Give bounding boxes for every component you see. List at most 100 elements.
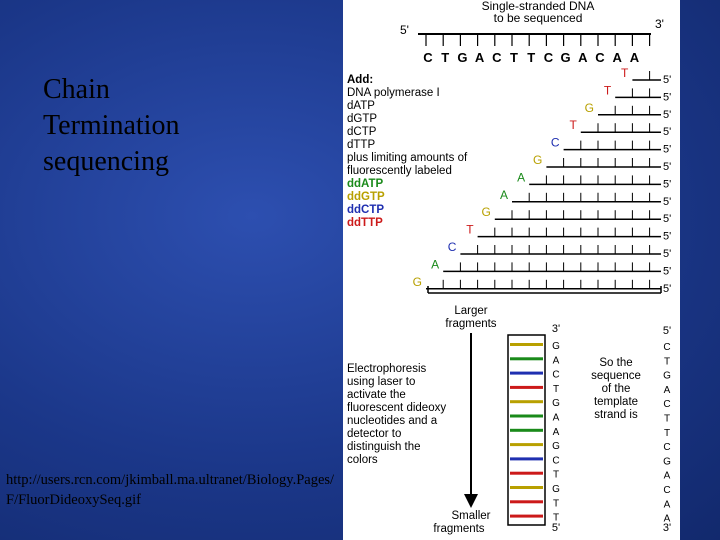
gel-band bbox=[510, 471, 543, 475]
electrophoresis-line: fluorescent dideoxy bbox=[347, 402, 446, 414]
template-base: C bbox=[595, 50, 605, 65]
electrophoresis-line: using laser to bbox=[347, 376, 415, 388]
fragment-terminal-base: G bbox=[533, 153, 542, 167]
reagent-item: plus limiting amounts of bbox=[347, 152, 468, 164]
conclusion-line: template bbox=[594, 396, 638, 408]
electrophoresis-line: detector to bbox=[347, 428, 401, 440]
template-strand-base: T bbox=[664, 356, 670, 367]
read-base: G bbox=[552, 441, 560, 452]
gel-bands bbox=[510, 343, 543, 518]
gel-band bbox=[510, 514, 543, 518]
gel-band bbox=[510, 500, 543, 504]
smaller-fragments-label: Smaller bbox=[452, 510, 491, 522]
fragment-terminal-base: T bbox=[604, 83, 612, 97]
template-base: C bbox=[544, 50, 554, 65]
read-base: G bbox=[552, 341, 560, 352]
reagent-item: dATP bbox=[347, 100, 375, 112]
template-strand-5prime: 5' bbox=[663, 325, 671, 337]
migration-arrowhead bbox=[464, 494, 478, 508]
source-url: http://users.rcn.com/jkimball.ma.ultrane… bbox=[6, 472, 335, 508]
fragment-5prime-label: 5' bbox=[663, 126, 671, 138]
gel-band bbox=[510, 357, 543, 361]
fragment-5prime-label: 5' bbox=[663, 178, 671, 190]
fragment-terminal-base: G bbox=[481, 205, 490, 219]
read-base: A bbox=[553, 413, 560, 424]
template-strand-base: C bbox=[663, 485, 670, 496]
template-strand-base: T bbox=[664, 414, 670, 425]
gel-band bbox=[510, 414, 543, 418]
fragment-terminal-base: A bbox=[431, 257, 439, 271]
template-5prime-label: 5' bbox=[400, 23, 409, 37]
reagent-item: ddGTP bbox=[347, 191, 385, 203]
fragment-terminal-base: A bbox=[517, 170, 525, 184]
fragment-5prime-label: 5' bbox=[663, 248, 671, 260]
fragment-5prime-label: 5' bbox=[663, 144, 671, 156]
fragment-terminal-base: T bbox=[621, 66, 629, 80]
template-strand-base: A bbox=[664, 385, 671, 396]
read-base: T bbox=[553, 470, 559, 481]
read-base: T bbox=[553, 384, 559, 395]
gel-band bbox=[510, 443, 543, 447]
fragment-terminal-base: T bbox=[569, 118, 577, 132]
template-strand-base: G bbox=[663, 456, 671, 467]
fragment-terminal-base: G bbox=[585, 101, 594, 115]
template-base: C bbox=[423, 50, 433, 65]
fragment-terminal-base: A bbox=[500, 188, 508, 202]
slide-title: Chain Termination sequencing bbox=[43, 72, 323, 180]
header-line2: to be sequenced bbox=[494, 11, 583, 25]
reagent-item: dTTP bbox=[347, 139, 375, 151]
electrophoresis-line: activate the bbox=[347, 389, 406, 401]
gel-5prime-label: 5' bbox=[552, 522, 560, 534]
fragment-5prime-label: 5' bbox=[663, 74, 671, 86]
fragment-5prime-label: 5' bbox=[663, 231, 671, 243]
reagent-item: ddATP bbox=[347, 178, 384, 190]
fragment-5prime-label: 5' bbox=[663, 283, 671, 295]
template-base: T bbox=[527, 50, 535, 65]
reagent-item: dCTP bbox=[347, 126, 377, 138]
read-base: T bbox=[553, 498, 559, 509]
add-heading: Add: bbox=[347, 74, 373, 86]
title-line: sequencing bbox=[43, 146, 169, 177]
larger-fragments-label: Larger bbox=[454, 305, 487, 317]
template-base: G bbox=[561, 50, 571, 65]
fragment-terminal-base: T bbox=[466, 223, 474, 237]
template-strand-3prime: 3' bbox=[663, 522, 671, 534]
electrophoresis-line: Electrophoresis bbox=[347, 363, 427, 375]
template-base: T bbox=[510, 50, 518, 65]
template-3prime-label: 3' bbox=[655, 17, 664, 31]
sequencing-diagram: Single-stranded DNA to be sequenced 5' 3… bbox=[343, 0, 680, 540]
fragment-terminal-base: G bbox=[413, 275, 422, 289]
smaller-fragments-label: fragments bbox=[433, 523, 484, 535]
read-base: C bbox=[552, 370, 559, 381]
fragment-5prime-label: 5' bbox=[663, 161, 671, 173]
template-strand-base: C bbox=[663, 442, 670, 453]
fragment-ladder: T 5' T 5' G 5' T 5' C 5' G 5' A 5' A 5' G 5' T 5' C 5' A 5' G 5' bbox=[413, 66, 672, 295]
gel-band bbox=[510, 457, 543, 461]
gel-band bbox=[510, 343, 543, 346]
electrophoresis-line: nucleotides and a bbox=[347, 415, 438, 427]
title-line: Chain bbox=[43, 74, 110, 105]
header-line1: Single-stranded DNA bbox=[482, 0, 595, 13]
fragment-5prime-label: 5' bbox=[663, 213, 671, 225]
read-base: G bbox=[552, 484, 560, 495]
template-strand-base: A bbox=[664, 499, 671, 510]
gel-band bbox=[510, 400, 543, 404]
gel-band bbox=[510, 428, 543, 432]
read-base: T bbox=[553, 513, 559, 524]
template-strand-base: A bbox=[664, 514, 671, 525]
title-line: Termination bbox=[43, 110, 180, 141]
fragment-5prime-label: 5' bbox=[663, 91, 671, 103]
template-ticks bbox=[425, 34, 651, 46]
read-base: A bbox=[553, 427, 560, 438]
reagent-item: fluorescently labeled bbox=[347, 165, 452, 177]
reagent-item: ddCTP bbox=[347, 204, 384, 216]
diagram-canvas: Single-stranded DNA to be sequenced 5' 3… bbox=[347, 0, 672, 535]
read-base: G bbox=[552, 398, 560, 409]
template-base: C bbox=[492, 50, 502, 65]
template-base: T bbox=[441, 50, 449, 65]
